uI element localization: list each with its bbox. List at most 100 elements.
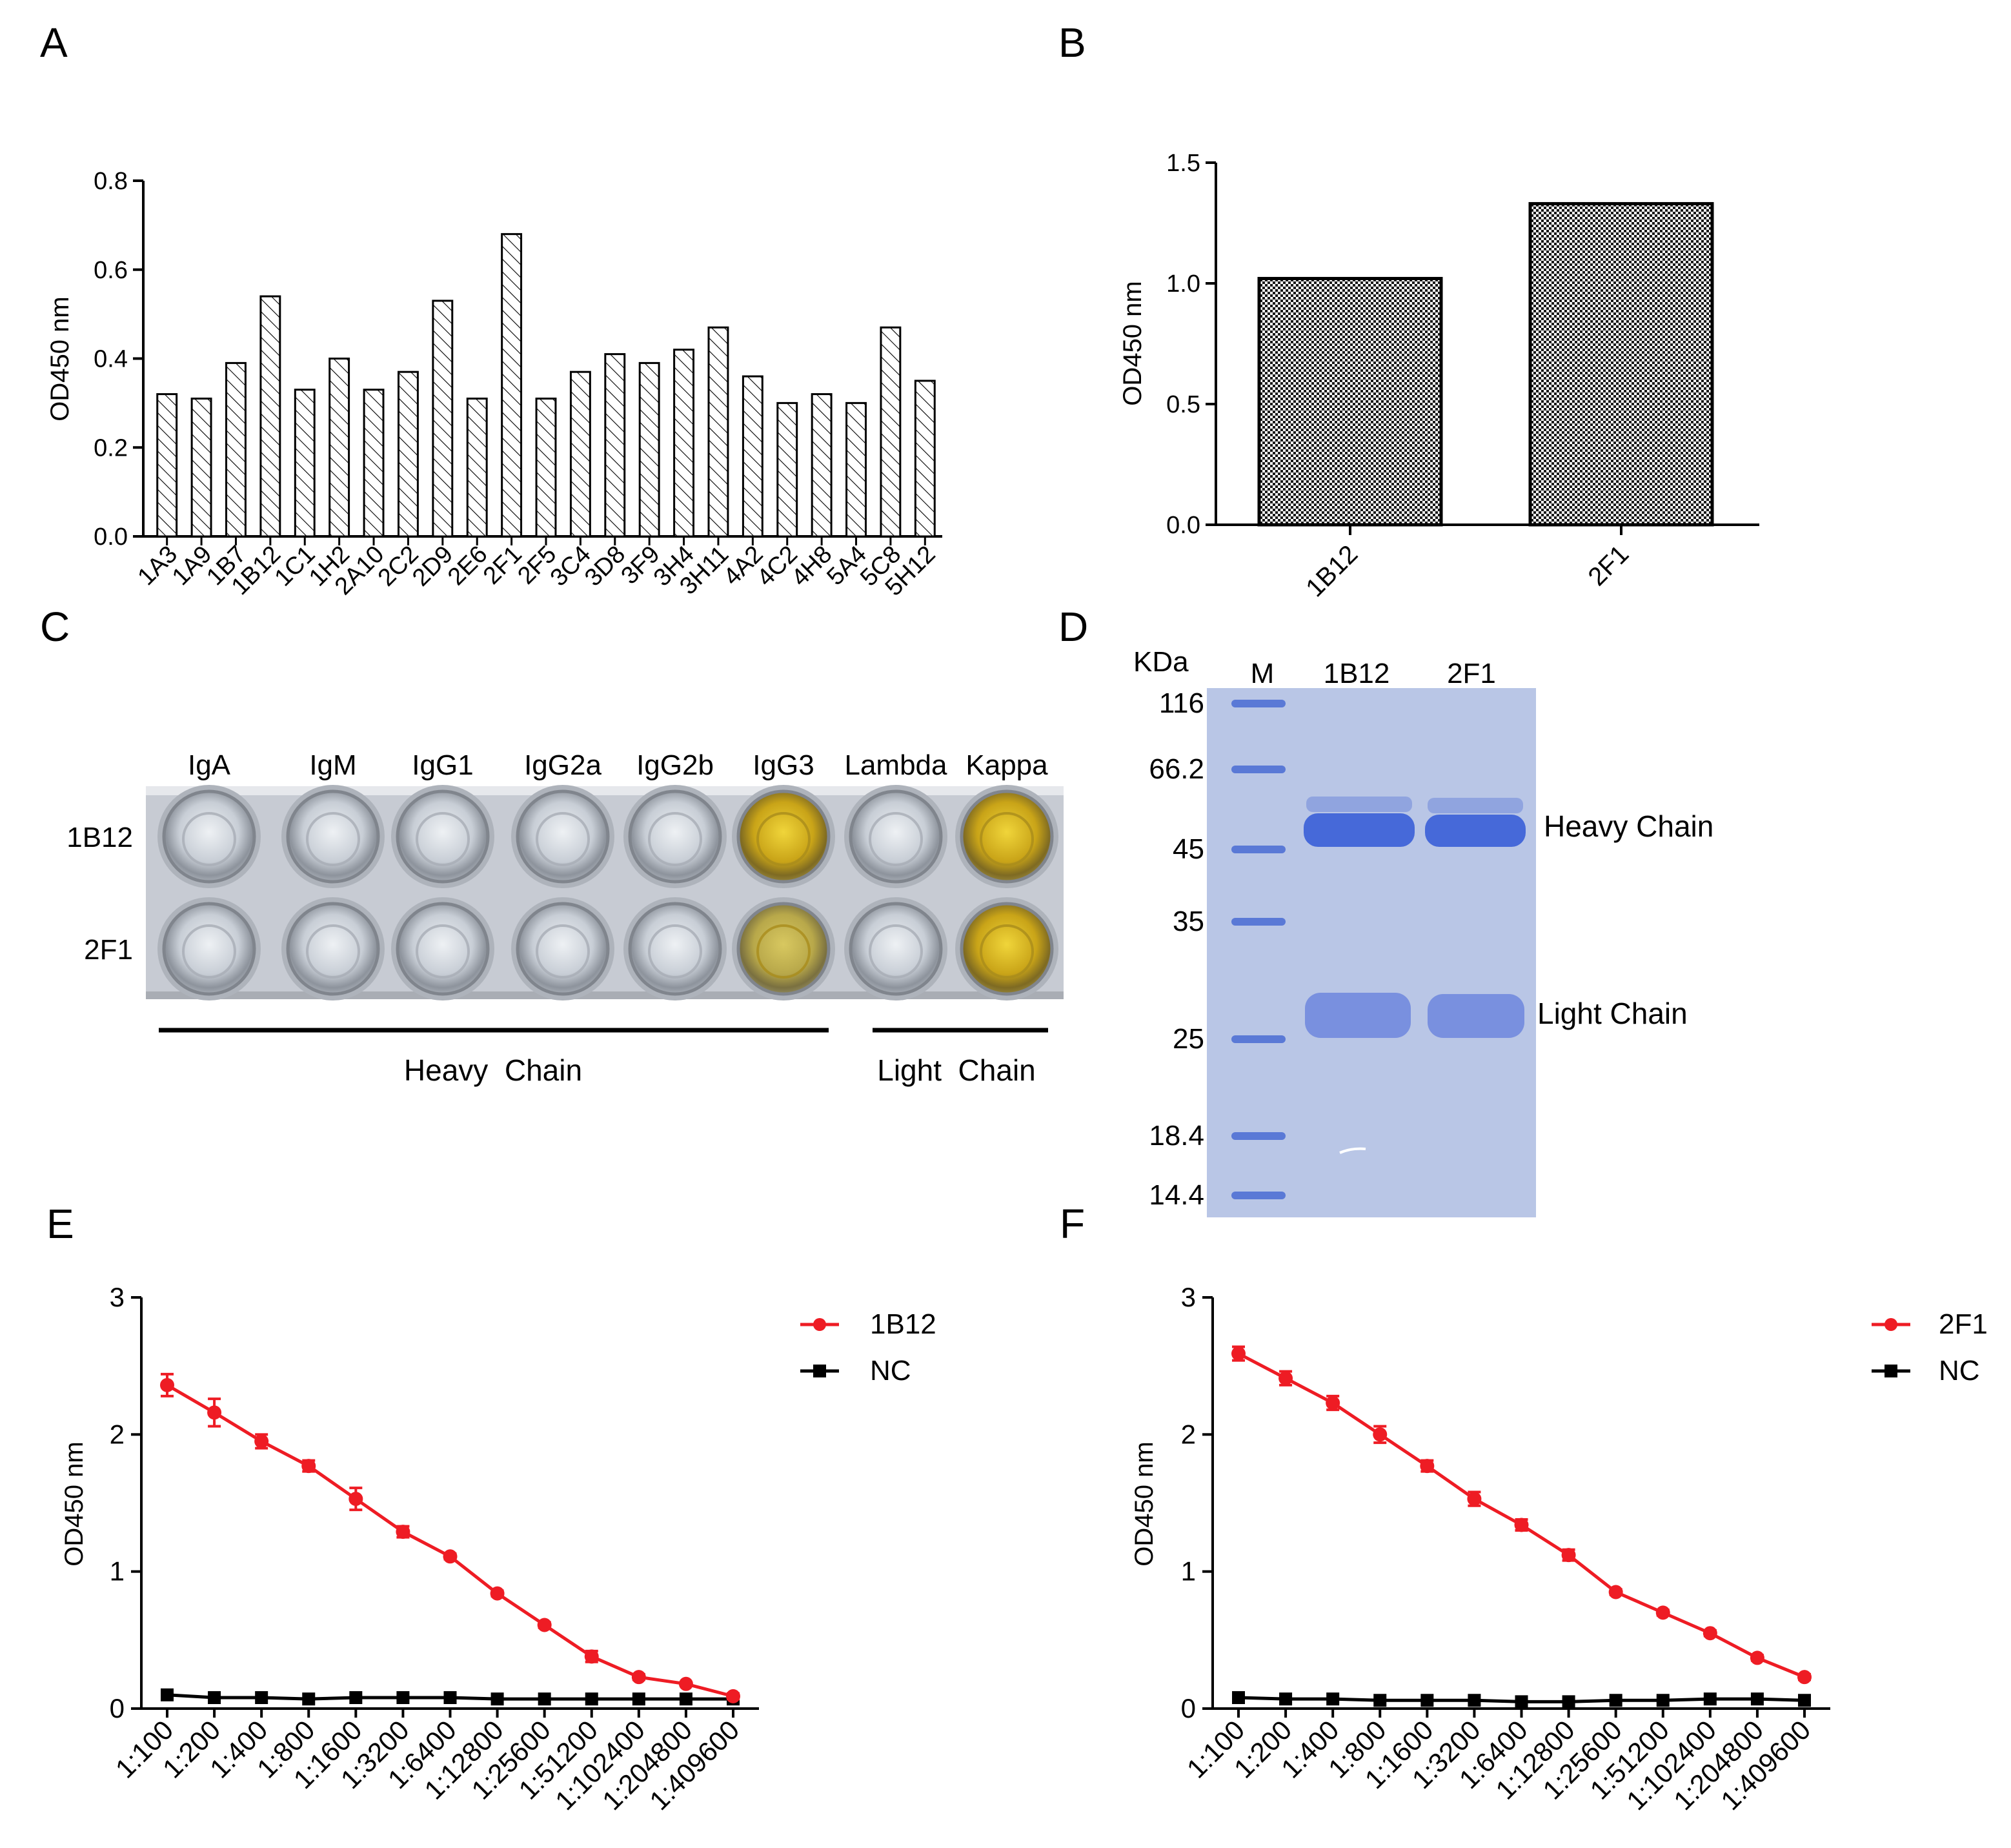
kda-unit-label: KDa [1133,646,1189,678]
panelf-point-nc [1562,1695,1575,1709]
band-2f1-light [1428,994,1524,1038]
panel-a-bar [707,326,729,538]
panel-label-c: C [40,604,70,650]
panelf-point-nc [1798,1694,1811,1707]
plate-column-label: IgM [309,749,356,781]
panele-point-nc [349,1691,363,1705]
gel-marker-label: 25 [1173,1023,1204,1055]
plate-well [516,902,610,996]
plate-well [162,789,256,884]
panele-point-nc [679,1692,692,1706]
panele-point-1b12 [254,1434,269,1448]
panele-ytick-label: 1 [110,1556,125,1587]
panelf-point-2f1 [1750,1650,1764,1665]
panel-c-isotype-plate: IgA IgM IgG1 IgG2a IgG2b IgG3 Lambda Kappa 1B12… [66,749,1064,1087]
panel-b-ytick-label: 1.0 [1166,270,1200,298]
plate-well [736,902,831,996]
light-chain-label: Light Chain [877,1053,1036,1087]
panelf-point-2f1 [1608,1585,1623,1599]
legend-marker-1b12 [813,1318,826,1331]
panelf-ytick-label: 3 [1181,1282,1196,1312]
panele-point-1b12 [490,1586,505,1601]
panelf-point-2f1 [1797,1670,1812,1685]
panel-a-bar [363,389,385,538]
panel-b-bar [1257,277,1443,527]
panele-point-1b12 [160,1377,174,1392]
panelf-point-nc [1750,1692,1764,1706]
plate-well [516,789,610,884]
plate-well [849,789,943,884]
panel-f-legend-2f1: 2F1 [1939,1308,1988,1340]
panelf-point-nc [1703,1692,1717,1706]
panel-a-bar [466,397,488,538]
panele-point-nc [585,1692,598,1706]
plate-row-label: 1B12 [66,822,133,853]
panelf-ytick-label: 1 [1181,1556,1196,1587]
panelf-point-2f1 [1514,1518,1529,1532]
panel-e-legend-nc: NC [870,1355,911,1386]
panel-a-bar [811,393,833,538]
panelf-point-2f1 [1467,1492,1482,1507]
panel-a-bar [156,393,178,538]
panele-point-1b12 [678,1676,693,1691]
panele-point-nc [632,1692,645,1706]
panel-b-xtick-label: 2F1 [1583,540,1635,591]
gel-heavy-chain-label: Heavy Chain [1544,809,1713,843]
panel-a-bar [604,353,626,538]
panelf-point-2f1 [1420,1459,1435,1474]
panel-f-legend: 2F1 NC [1872,1308,1988,1386]
legend-marker-2f1 [1885,1318,1897,1331]
panel-a-ytick-label: 0.0 [94,523,128,551]
panel-e-legend: 1B12 NC [800,1308,936,1386]
panel-label-b: B [1058,19,1086,66]
panel-label-a: A [40,19,68,66]
panel-b-ytick-label: 0.5 [1166,391,1200,418]
panele-ytick-label: 3 [110,1282,125,1312]
panel-label-e: E [46,1201,74,1247]
panelf-point-2f1 [1703,1626,1717,1641]
panelf-point-nc [1373,1694,1387,1707]
panelf-point-nc [1279,1692,1293,1706]
panele-point-1b12 [396,1525,410,1539]
panele-point-1b12 [537,1618,552,1632]
panel-b-xtick-label: 1B12 [1300,540,1363,602]
panel-a-bar-chart: OD450 nm 0.00.20.40.60.8 1A31A91B71B121C… [46,168,942,602]
panelf-point-nc [1656,1694,1670,1707]
panel-b-ytick-label: 0.0 [1166,512,1200,539]
heavy-chain-label: Heavy Chain [404,1053,582,1087]
panel-a-bar [328,358,350,538]
gel-marker-label: 35 [1173,906,1204,937]
panel-a-bar [845,401,867,538]
panele-point-1b12 [301,1459,316,1474]
panelf-ytick-label: 2 [1181,1419,1196,1449]
plate-well [396,789,490,884]
panel-a-ytick-label: 0.4 [94,346,128,373]
panel-b-bar [1528,202,1714,527]
panel-a-bar [190,397,212,538]
panele-point-nc [208,1691,221,1705]
panele-point-nc [396,1691,410,1705]
plate-column-label: IgG1 [412,749,473,781]
panel-f-legend-nc: NC [1939,1355,1980,1386]
gel-marker-label: 18.4 [1149,1120,1204,1152]
plate-row-label: 2F1 [84,934,133,966]
panele-point-1b12 [584,1649,599,1664]
plate-well [286,902,380,996]
panelf-point-2f1 [1373,1427,1388,1442]
panel-a-bar [294,389,316,538]
band-1b12-light [1305,993,1411,1038]
plate-well [162,902,256,996]
panele-point-nc [302,1692,316,1706]
gel-marker-label: 45 [1173,833,1204,865]
gel-lane-label: M [1251,658,1275,689]
gel-marker-label: 66.2 [1149,753,1204,785]
plate-well [849,902,943,996]
panelf-series-line-2f1 [1237,1352,1805,1679]
panel-a-bar [501,233,523,538]
panele-point-nc [490,1692,504,1706]
plate-column-label: IgG2a [524,749,601,781]
panel-a-bar [397,371,419,538]
panele-point-1b12 [726,1689,740,1703]
